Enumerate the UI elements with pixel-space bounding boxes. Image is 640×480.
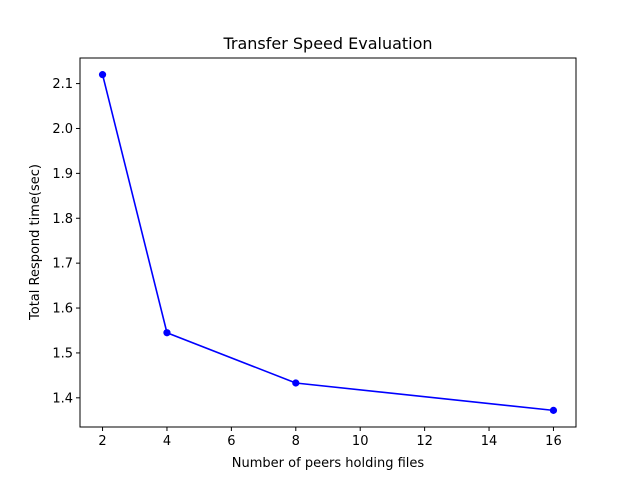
data-point bbox=[163, 329, 171, 337]
y-axis-label: Total Respond time(sec) bbox=[28, 164, 43, 321]
y-tick-label: 1.7 bbox=[52, 257, 73, 272]
data-point bbox=[98, 71, 107, 79]
x-tick-label: 4 bbox=[163, 434, 171, 449]
data-point bbox=[292, 379, 300, 387]
y-tick-label: 1.9 bbox=[52, 167, 73, 182]
y-tick-label: 1.6 bbox=[52, 302, 73, 317]
series-line bbox=[101, 74, 554, 412]
x-tick-label: 8 bbox=[292, 434, 300, 449]
y-tick-label: 2.1 bbox=[52, 77, 73, 92]
x-axis-label: Number of peers holding files bbox=[232, 456, 425, 471]
x-tick-label: 10 bbox=[352, 434, 369, 449]
y-tick-label: 1.5 bbox=[52, 346, 73, 361]
x-tick-label: 14 bbox=[481, 434, 498, 449]
x-tick-label: 12 bbox=[416, 434, 433, 449]
series-layer bbox=[98, 71, 558, 414]
data-point bbox=[549, 406, 558, 414]
y-tick-label: 1.4 bbox=[52, 391, 73, 406]
chart-title: Transfer Speed Evaluation bbox=[222, 34, 432, 53]
x-tick-label: 16 bbox=[545, 434, 562, 449]
x-tick-label: 2 bbox=[98, 434, 106, 449]
y-tick-label: 2.0 bbox=[52, 122, 73, 137]
ticks: 2 4 6 8 10 12 14 16 1.4 1.5 1.6 1.7 1.8 1.9 2.0 2.1 bbox=[52, 77, 561, 449]
x-tick-label: 6 bbox=[227, 434, 235, 449]
plot-frame bbox=[79, 57, 577, 428]
y-tick-label: 1.8 bbox=[52, 212, 73, 227]
